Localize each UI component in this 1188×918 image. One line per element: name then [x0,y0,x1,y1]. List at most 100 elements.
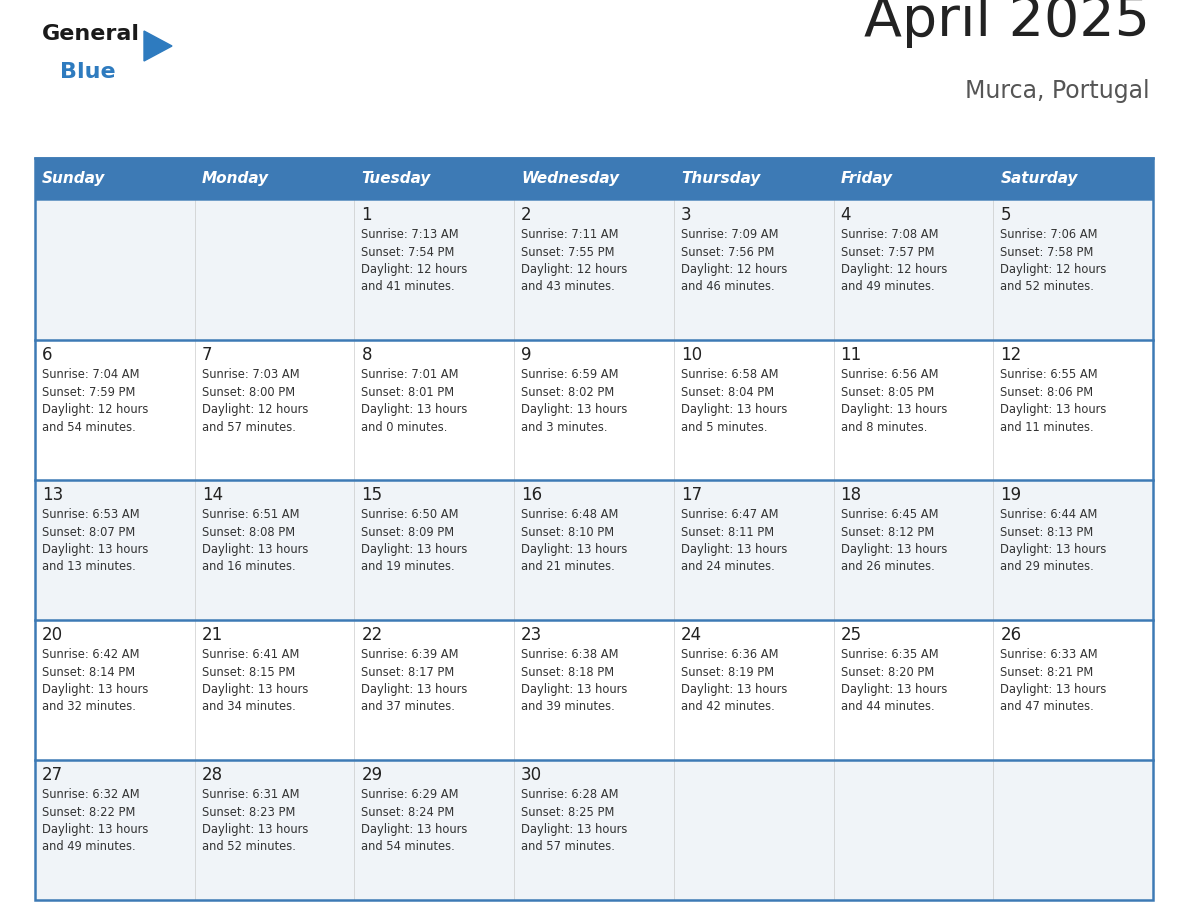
Text: 3: 3 [681,206,691,224]
Polygon shape [144,31,172,61]
Text: Sunrise: 6:45 AM
Sunset: 8:12 PM
Daylight: 13 hours
and 26 minutes.: Sunrise: 6:45 AM Sunset: 8:12 PM Dayligh… [841,508,947,574]
Bar [514,158,674,200]
Text: 24: 24 [681,626,702,644]
Bar [993,200,1154,340]
Bar [674,200,834,340]
Text: Sunrise: 7:13 AM
Sunset: 7:54 PM
Daylight: 12 hours
and 41 minutes.: Sunrise: 7:13 AM Sunset: 7:54 PM Dayligh… [361,228,468,294]
Text: Sunrise: 6:50 AM
Sunset: 8:09 PM
Daylight: 13 hours
and 19 minutes.: Sunrise: 6:50 AM Sunset: 8:09 PM Dayligh… [361,508,468,574]
Text: 1: 1 [361,206,372,224]
Text: Sunrise: 6:58 AM
Sunset: 8:04 PM
Daylight: 13 hours
and 5 minutes.: Sunrise: 6:58 AM Sunset: 8:04 PM Dayligh… [681,368,788,433]
Bar [354,480,514,620]
Text: 25: 25 [841,626,861,644]
Bar [34,620,195,760]
Text: Sunday: Sunday [42,172,106,186]
Bar [354,200,514,340]
Bar [195,158,354,200]
Bar [195,480,354,620]
Text: Sunrise: 6:29 AM
Sunset: 8:24 PM
Daylight: 13 hours
and 54 minutes.: Sunrise: 6:29 AM Sunset: 8:24 PM Dayligh… [361,788,468,854]
Bar [674,620,834,760]
Text: Sunrise: 6:32 AM
Sunset: 8:22 PM
Daylight: 13 hours
and 49 minutes.: Sunrise: 6:32 AM Sunset: 8:22 PM Dayligh… [42,788,148,854]
Text: Sunrise: 6:42 AM
Sunset: 8:14 PM
Daylight: 13 hours
and 32 minutes.: Sunrise: 6:42 AM Sunset: 8:14 PM Dayligh… [42,648,148,713]
Text: Murca, Portugal: Murca, Portugal [966,79,1150,103]
Text: Sunrise: 7:06 AM
Sunset: 7:58 PM
Daylight: 12 hours
and 52 minutes.: Sunrise: 7:06 AM Sunset: 7:58 PM Dayligh… [1000,228,1107,294]
Text: 12: 12 [1000,346,1022,364]
Bar [195,760,354,900]
Text: Tuesday: Tuesday [361,172,431,186]
Bar [34,340,195,480]
Bar [354,760,514,900]
Text: 14: 14 [202,486,223,504]
Bar [34,158,1154,900]
Text: Saturday: Saturday [1000,172,1078,186]
Text: Sunrise: 6:56 AM
Sunset: 8:05 PM
Daylight: 13 hours
and 8 minutes.: Sunrise: 6:56 AM Sunset: 8:05 PM Dayligh… [841,368,947,433]
Bar [34,760,195,900]
Text: 28: 28 [202,766,223,784]
Text: 21: 21 [202,626,223,644]
Bar [34,200,195,340]
Text: Sunrise: 6:35 AM
Sunset: 8:20 PM
Daylight: 13 hours
and 44 minutes.: Sunrise: 6:35 AM Sunset: 8:20 PM Dayligh… [841,648,947,713]
Text: 5: 5 [1000,206,1011,224]
Bar [195,340,354,480]
Text: Sunrise: 6:41 AM
Sunset: 8:15 PM
Daylight: 13 hours
and 34 minutes.: Sunrise: 6:41 AM Sunset: 8:15 PM Dayligh… [202,648,308,713]
Text: Friday: Friday [841,172,892,186]
Text: Sunrise: 6:47 AM
Sunset: 8:11 PM
Daylight: 13 hours
and 24 minutes.: Sunrise: 6:47 AM Sunset: 8:11 PM Dayligh… [681,508,788,574]
Bar [354,340,514,480]
Text: Sunrise: 6:55 AM
Sunset: 8:06 PM
Daylight: 13 hours
and 11 minutes.: Sunrise: 6:55 AM Sunset: 8:06 PM Dayligh… [1000,368,1107,433]
Bar [674,480,834,620]
Bar [514,760,674,900]
Text: 13: 13 [42,486,63,504]
Bar [834,340,993,480]
Bar [993,158,1154,200]
Bar [834,620,993,760]
Text: General: General [42,24,140,44]
Bar [514,620,674,760]
Bar [514,200,674,340]
Text: 10: 10 [681,346,702,364]
Text: 29: 29 [361,766,383,784]
Text: Sunrise: 6:36 AM
Sunset: 8:19 PM
Daylight: 13 hours
and 42 minutes.: Sunrise: 6:36 AM Sunset: 8:19 PM Dayligh… [681,648,788,713]
Bar [34,158,195,200]
Bar [834,200,993,340]
Text: Sunrise: 6:53 AM
Sunset: 8:07 PM
Daylight: 13 hours
and 13 minutes.: Sunrise: 6:53 AM Sunset: 8:07 PM Dayligh… [42,508,148,574]
Text: Sunrise: 6:48 AM
Sunset: 8:10 PM
Daylight: 13 hours
and 21 minutes.: Sunrise: 6:48 AM Sunset: 8:10 PM Dayligh… [522,508,627,574]
Text: Sunrise: 6:39 AM
Sunset: 8:17 PM
Daylight: 13 hours
and 37 minutes.: Sunrise: 6:39 AM Sunset: 8:17 PM Dayligh… [361,648,468,713]
Text: 27: 27 [42,766,63,784]
Text: Thursday: Thursday [681,172,760,186]
Text: 18: 18 [841,486,861,504]
Bar [834,158,993,200]
Text: 8: 8 [361,346,372,364]
Bar [993,620,1154,760]
Text: 26: 26 [1000,626,1022,644]
Text: Sunrise: 6:59 AM
Sunset: 8:02 PM
Daylight: 13 hours
and 3 minutes.: Sunrise: 6:59 AM Sunset: 8:02 PM Dayligh… [522,368,627,433]
Text: 9: 9 [522,346,532,364]
Text: 22: 22 [361,626,383,644]
Text: 20: 20 [42,626,63,644]
Bar [993,340,1154,480]
Text: Sunrise: 6:51 AM
Sunset: 8:08 PM
Daylight: 13 hours
and 16 minutes.: Sunrise: 6:51 AM Sunset: 8:08 PM Dayligh… [202,508,308,574]
Text: Wednesday: Wednesday [522,172,619,186]
Bar [674,760,834,900]
Text: 6: 6 [42,346,52,364]
Bar [354,158,514,200]
Text: 15: 15 [361,486,383,504]
Bar [674,158,834,200]
Bar [514,340,674,480]
Bar [195,620,354,760]
Bar [514,480,674,620]
Bar [674,340,834,480]
Bar [195,200,354,340]
Text: 30: 30 [522,766,542,784]
Text: Sunrise: 7:11 AM
Sunset: 7:55 PM
Daylight: 12 hours
and 43 minutes.: Sunrise: 7:11 AM Sunset: 7:55 PM Dayligh… [522,228,627,294]
Text: Sunrise: 6:44 AM
Sunset: 8:13 PM
Daylight: 13 hours
and 29 minutes.: Sunrise: 6:44 AM Sunset: 8:13 PM Dayligh… [1000,508,1107,574]
Text: 7: 7 [202,346,213,364]
Text: Sunrise: 7:03 AM
Sunset: 8:00 PM
Daylight: 12 hours
and 57 minutes.: Sunrise: 7:03 AM Sunset: 8:00 PM Dayligh… [202,368,308,433]
Bar [993,480,1154,620]
Bar [354,620,514,760]
Text: Sunrise: 6:28 AM
Sunset: 8:25 PM
Daylight: 13 hours
and 57 minutes.: Sunrise: 6:28 AM Sunset: 8:25 PM Dayligh… [522,788,627,854]
Text: Sunrise: 6:31 AM
Sunset: 8:23 PM
Daylight: 13 hours
and 52 minutes.: Sunrise: 6:31 AM Sunset: 8:23 PM Dayligh… [202,788,308,854]
Text: 23: 23 [522,626,543,644]
Text: 2: 2 [522,206,532,224]
Bar [993,760,1154,900]
Bar [34,480,195,620]
Bar [834,480,993,620]
